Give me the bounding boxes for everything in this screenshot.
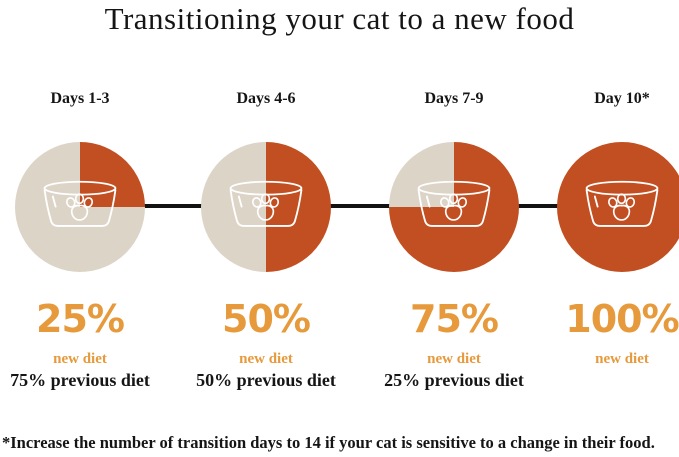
previous-diet-label: 25% previous diet: [384, 370, 524, 390]
new-diet-percent: 50%: [222, 297, 311, 341]
stage-day-label: Days 7-9: [424, 90, 484, 107]
page-title: Transitioning your cat to a new food: [104, 1, 575, 36]
pet-bowl-icon: [229, 180, 303, 227]
diet-ratio-pie: [389, 142, 519, 272]
paw-print-icon: [66, 192, 94, 221]
stage-day-label: Days 1-3: [50, 90, 110, 107]
pet-bowl-icon: [585, 180, 659, 227]
footnote: *Increase the number of transition days …: [2, 433, 655, 452]
new-diet-percent: 100%: [565, 297, 679, 341]
new-diet-percent: 75%: [410, 297, 499, 341]
pet-bowl-icon: [43, 180, 117, 227]
new-diet-label: new diet: [53, 351, 107, 367]
stage-day-label: Day 10*: [594, 90, 650, 107]
stage-days-7-9: Days 7-9 75% new diet 25% previous diet: [369, 90, 539, 390]
previous-diet-label: 50% previous diet: [196, 370, 336, 390]
stage-day-label: Days 4-6: [236, 90, 296, 107]
previous-diet-label: 75% previous diet: [10, 370, 150, 390]
paw-print-icon: [608, 192, 636, 221]
new-diet-label: new diet: [239, 351, 293, 367]
stage-day-10: Day 10* 100% new diet: [537, 90, 679, 390]
paw-print-icon: [252, 192, 280, 221]
new-diet-label: new diet: [427, 351, 481, 367]
stage-days-4-6: Days 4-6 50% new diet 50% previous diet: [181, 90, 351, 390]
new-diet-label: new diet: [595, 351, 649, 367]
paw-print-icon: [440, 192, 468, 221]
diet-ratio-pie: [15, 142, 145, 272]
pet-bowl-icon: [417, 180, 491, 227]
stage-days-1-3: Days 1-3 25% new diet 75% previous diet: [0, 90, 165, 390]
diet-ratio-pie: [201, 142, 331, 272]
new-diet-percent: 25%: [36, 297, 125, 341]
timeline-connector-line: [80, 204, 615, 208]
diet-ratio-pie: [557, 142, 679, 272]
